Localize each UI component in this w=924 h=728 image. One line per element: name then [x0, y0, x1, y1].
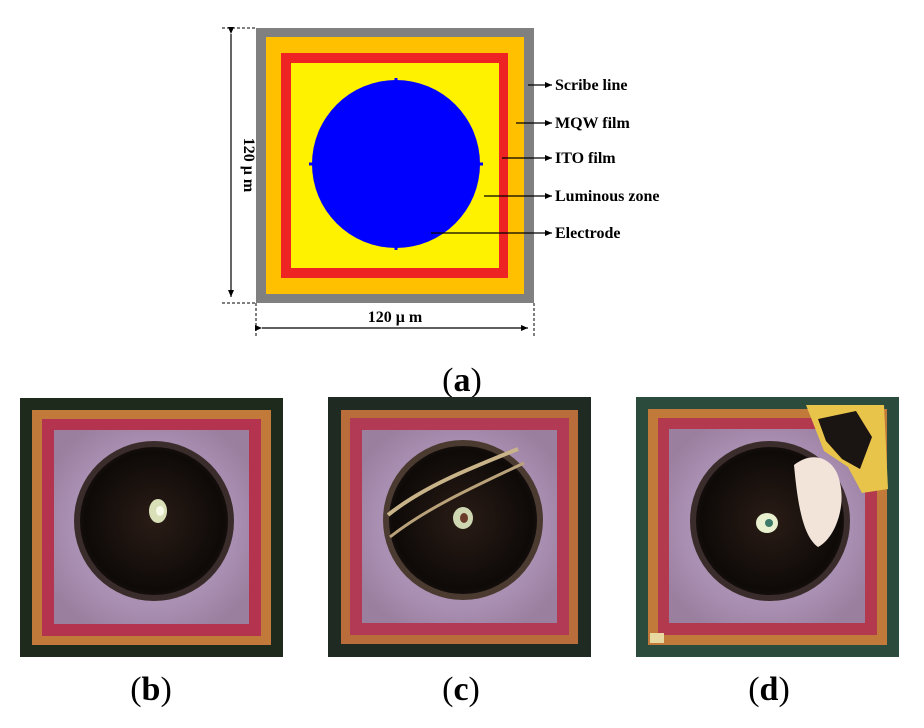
photo-d-probe-core — [765, 519, 773, 527]
label-luminous-zone: Luminous zone — [555, 188, 659, 205]
electrode-disc — [312, 80, 480, 248]
photo-d-damage-flake — [794, 457, 842, 547]
label-mqw-film: MQW film — [555, 115, 630, 132]
photo-c-scratch-2 — [389, 461, 525, 539]
photo-d-corner-flake — [650, 633, 664, 643]
photo-c-scratch-1 — [386, 447, 519, 517]
label-electrode: Electrode — [555, 225, 620, 242]
label-ito-film: ITO film — [555, 150, 616, 167]
caption-d: (d) — [748, 671, 790, 708]
photo-panel-d — [636, 397, 899, 657]
dim-label-vertical: 120 μ m — [240, 138, 257, 193]
photo-panel-b — [20, 398, 283, 657]
photo-c-probe-core — [460, 513, 468, 523]
photo-panel-c — [328, 397, 591, 657]
caption-b: (b) — [130, 671, 172, 708]
caption-c: (c) — [442, 671, 480, 708]
photo-d-chip-dark — [818, 411, 872, 469]
schematic-panel-a: 120 μ m 120 μ m Scribe line MQW film ITO… — [222, 27, 659, 399]
dim-label-horizontal: 120 μ m — [368, 309, 423, 326]
photo-b-probe-core — [156, 506, 164, 516]
caption-a: (a) — [442, 362, 482, 399]
label-scribe-line: Scribe line — [555, 77, 627, 94]
